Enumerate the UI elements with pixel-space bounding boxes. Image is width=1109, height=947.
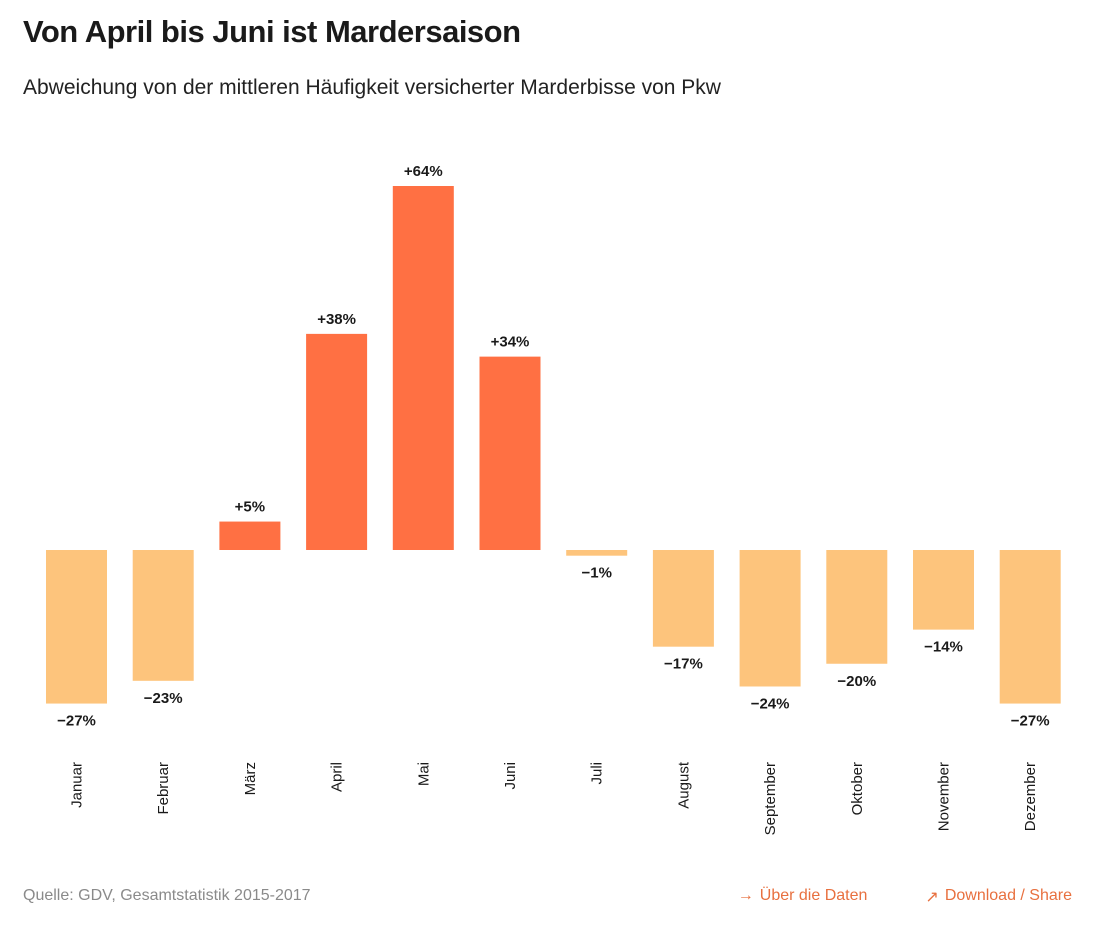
value-label: −17% <box>664 656 703 673</box>
category-label: Dezember <box>1022 762 1039 831</box>
bar-dezember <box>999 550 1061 704</box>
value-label: −23% <box>144 690 183 707</box>
bar-märz <box>219 521 281 550</box>
about-data-link[interactable]: → Über die Daten <box>738 887 868 907</box>
bar-juni <box>479 356 541 550</box>
category-label: Mai <box>415 762 432 786</box>
bar-oktober <box>826 550 888 664</box>
value-label: +64% <box>404 163 443 180</box>
bar-april <box>306 333 368 550</box>
source-note: Quelle: GDV, Gesamtstatistik 2015-2017 <box>23 887 311 904</box>
chart-subtitle: Abweichung von der mittleren Häufigkeit … <box>23 76 721 99</box>
bar-januar <box>46 550 107 704</box>
arrow-right-icon: → <box>737 887 754 904</box>
download-share-label: Download / Share <box>944 887 1072 904</box>
value-label: +38% <box>317 311 356 328</box>
category-label: Februar <box>155 762 172 815</box>
category-label: Januar <box>69 762 86 808</box>
bar-november <box>913 550 974 630</box>
bar-juli <box>566 550 628 556</box>
value-label: −24% <box>751 696 790 713</box>
chart-title: Von April bis Juni ist Mardersaison <box>23 14 521 49</box>
bar-chart: −27% Januar −23% Februar +5% März +38% April +64… <box>46 163 1061 835</box>
value-label: −14% <box>924 639 963 656</box>
category-label: August <box>675 761 692 809</box>
download-share-link[interactable]: ↗ Download / Share <box>925 887 1072 907</box>
value-label: −20% <box>837 673 876 690</box>
category-label: Oktober <box>849 762 866 815</box>
value-label: −27% <box>57 713 96 730</box>
value-label: −27% <box>1011 713 1050 730</box>
value-label: +5% <box>235 499 265 516</box>
bar-februar <box>132 550 194 681</box>
about-data-label: Über die Daten <box>759 887 868 904</box>
category-label: Juni <box>502 762 519 790</box>
category-label: Juli <box>589 762 606 785</box>
category-label: September <box>762 762 779 835</box>
arrow-up-right-icon: ↗ <box>925 889 939 906</box>
value-label: −1% <box>581 565 611 582</box>
category-label: November <box>936 762 953 831</box>
category-label: März <box>242 762 259 795</box>
footer: Quelle: GDV, Gesamtstatistik 2015-2017 →… <box>23 887 1072 911</box>
bar-august <box>652 550 714 647</box>
bar-mai <box>392 186 454 550</box>
footer-links: → Über die Daten ↗ Download / Share <box>738 887 1072 907</box>
value-label: +34% <box>491 334 530 351</box>
category-label: April <box>329 762 346 792</box>
bar-september <box>739 550 801 687</box>
